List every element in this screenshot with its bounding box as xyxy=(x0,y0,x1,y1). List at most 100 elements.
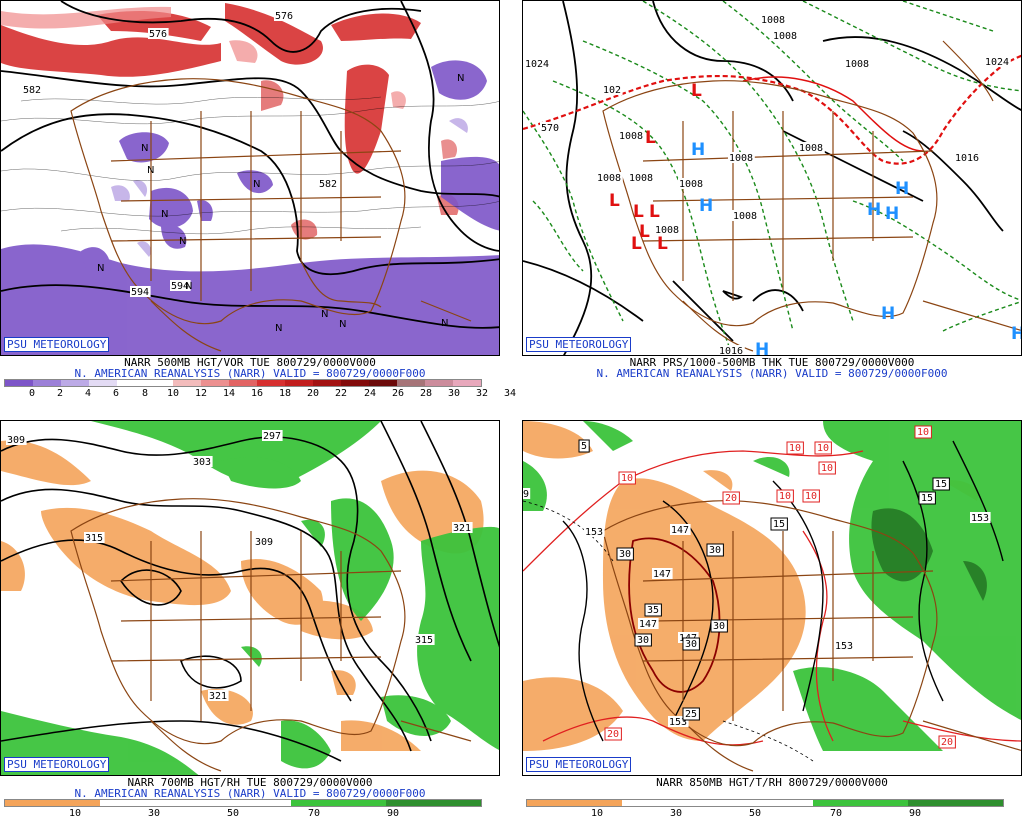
colorbar-tick-label: 70 xyxy=(829,808,843,819)
boxed-label-frame xyxy=(682,707,700,721)
contour-label-bg xyxy=(414,634,435,645)
high-pressure-symbol: H xyxy=(895,179,909,199)
high-pressure-symbol: H xyxy=(1011,324,1022,344)
contour-label-bg xyxy=(524,58,551,69)
colorbar-tick-label: 12 xyxy=(194,388,208,399)
contour-label: 1008 xyxy=(679,179,703,190)
contour-label-bg xyxy=(540,122,561,133)
boxed-label: 10 xyxy=(917,427,929,438)
contour-label: 1008 xyxy=(845,59,869,70)
colorbar-tick-label: 14 xyxy=(222,388,236,399)
contour-label: 1008 xyxy=(629,173,653,184)
contour-label: 1008 xyxy=(799,143,823,154)
boxed-label-frame xyxy=(722,491,740,505)
colorbar-tick-label: 34 xyxy=(503,388,517,399)
contour-label-bg xyxy=(798,142,825,153)
colorbar-tick-label: 18 xyxy=(278,388,292,399)
contour-label-bg xyxy=(760,14,787,25)
contour-label-bg xyxy=(148,28,169,39)
colorbar-tick-label: 4 xyxy=(84,388,92,399)
high-pressure-symbol: H xyxy=(867,200,881,220)
chart-title: NARR PRS/1000-500MB THK TUE 800729/0000V… xyxy=(629,356,915,369)
contour-label: 153 xyxy=(585,527,603,538)
colorbar-tick-label: 10 xyxy=(590,808,604,819)
boxed-label-frame xyxy=(932,477,950,491)
psu-badge: PSU METEOROLOGY xyxy=(526,337,632,352)
dry-region xyxy=(603,478,806,741)
boxed-label-frame xyxy=(802,489,820,503)
boxed-label-frame xyxy=(938,735,956,749)
colorbar-tick-label: 28 xyxy=(419,388,433,399)
contour-label-bg xyxy=(584,526,605,537)
colorbar-tick-label: 24 xyxy=(363,388,377,399)
boxed-label: 10 xyxy=(805,491,817,502)
contour-label: 594 xyxy=(131,287,149,298)
colorbar-ticks: 10 30 50 70 90 xyxy=(4,808,482,820)
boxed-label: 30 xyxy=(637,635,649,646)
colorbar-tick-label: 22 xyxy=(334,388,348,399)
low-pressure-symbol: L xyxy=(631,234,642,254)
contour-label-bg xyxy=(728,152,755,163)
contour-label-bg xyxy=(772,30,799,41)
boxed-label-frame xyxy=(914,425,932,439)
boxed-label-frame xyxy=(770,517,788,531)
contour-label: 1024 xyxy=(525,59,549,70)
contour-label-bg xyxy=(84,532,105,543)
contour-label-bg xyxy=(452,522,473,533)
low-pressure-symbol: L xyxy=(657,234,668,254)
colorbar-tick-label: 10 xyxy=(166,388,180,399)
contour-label-bg xyxy=(523,488,531,499)
boxed-label: 20 xyxy=(941,737,953,748)
contour-label: 576 xyxy=(275,11,293,22)
boxed-label: 35 xyxy=(647,605,659,616)
high-pressure-symbol: H xyxy=(691,140,705,160)
high-pressure-symbol: H xyxy=(881,304,895,324)
contour-label-bg xyxy=(732,210,759,221)
boxed-label-frame xyxy=(710,619,728,633)
contour-label-bg xyxy=(170,280,191,291)
panel-pressure-thickness: 1008 1008 1008 1024 1024 570 1008 1008 1008 1016 1… xyxy=(522,0,1022,399)
boxed-label-frame xyxy=(706,543,724,557)
isobar-1008 xyxy=(652,1,794,102)
vort-min-symbol: N xyxy=(253,179,260,190)
vort-min-symbol: N xyxy=(179,236,186,247)
colorbar-tick-label: 16 xyxy=(250,388,264,399)
contour-label: 153 xyxy=(971,513,989,524)
height-contour-153 xyxy=(562,520,604,742)
colorbar-tick-label: 70 xyxy=(307,808,321,819)
boxed-label: 10 xyxy=(621,473,633,484)
vort-min-symbol: N xyxy=(141,143,148,154)
contour-label-bg xyxy=(262,430,283,441)
contour-label: 570 xyxy=(541,123,559,134)
low-pressure-symbol: L xyxy=(609,191,620,211)
contour-label-bg xyxy=(628,172,655,183)
contour-label-bg xyxy=(668,716,689,727)
contour-label: 153 xyxy=(669,717,687,728)
contour-label: 315 xyxy=(85,533,103,544)
contour-label: 147 xyxy=(639,619,657,630)
colorbar-tick-label: 30 xyxy=(669,808,683,819)
colorbar-tick-label: 90 xyxy=(908,808,922,819)
boxed-label: 30 xyxy=(709,545,721,556)
contour-label-bg xyxy=(678,178,705,189)
contour-label-bg xyxy=(834,640,855,651)
contour-label: 1016 xyxy=(719,346,743,356)
colorbar-tick-label: 26 xyxy=(391,388,405,399)
vort-min-symbol: N xyxy=(457,73,464,84)
contour-label: 147 xyxy=(671,525,689,536)
colorbar xyxy=(4,799,482,807)
contour-label-bg xyxy=(130,286,151,297)
map-frame: 1531471471471471531531539 51010101010101… xyxy=(522,420,1022,776)
colorbar-tick-label: 10 xyxy=(68,808,82,819)
contour-label-bg xyxy=(654,224,681,235)
contour-label: 147 xyxy=(653,569,671,580)
height-contour-576 xyxy=(60,1,422,53)
contour-label-bg xyxy=(844,58,871,69)
boxed-label-frame xyxy=(918,491,936,505)
contour-label: 1008 xyxy=(619,131,643,142)
contour-label-bg xyxy=(22,84,43,95)
contour-label: 309 xyxy=(7,435,25,446)
colorbar-tick-label: 32 xyxy=(475,388,489,399)
contour-label: 1008 xyxy=(773,31,797,42)
